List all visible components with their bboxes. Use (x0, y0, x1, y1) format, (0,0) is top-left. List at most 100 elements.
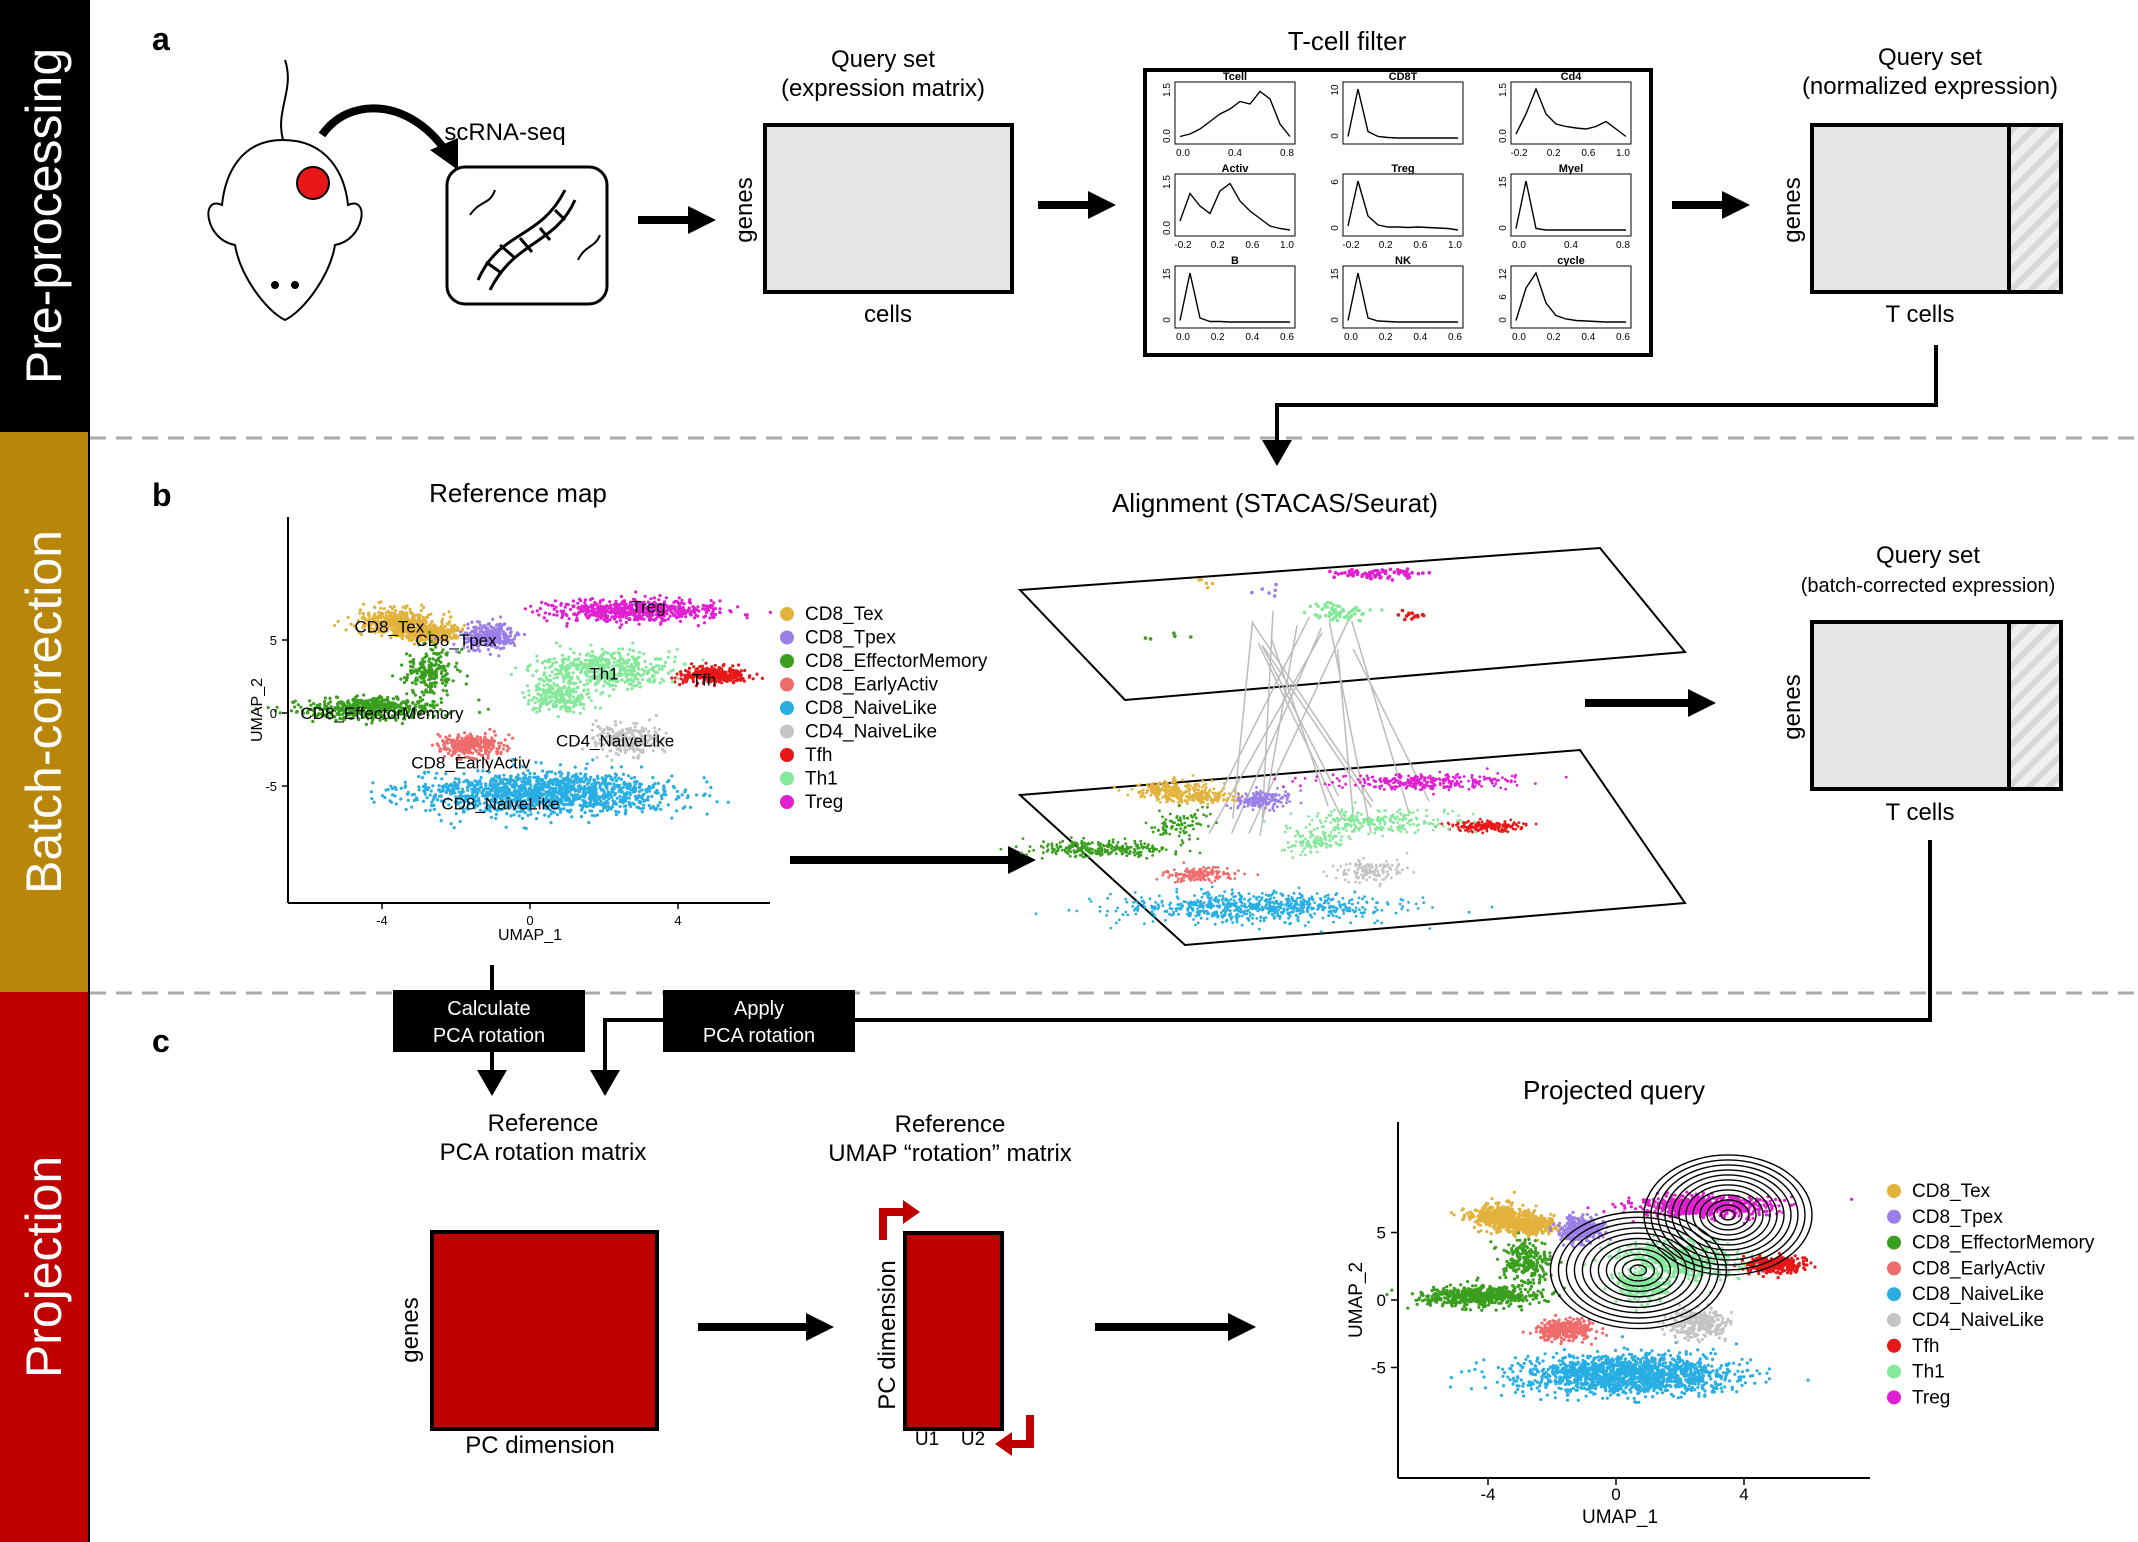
legend-label: Treg (805, 792, 843, 813)
cluster-cd8-tex (333, 600, 482, 646)
filter-ytick: 1.5 (1162, 83, 1173, 97)
filter-subplot-title: B (1231, 255, 1239, 267)
query-raw-title-line1: Query set (831, 46, 935, 73)
connector-b-to-c (603, 840, 1932, 1070)
filter-xtick: 0.0 (1344, 332, 1358, 343)
density-contour-2 (1549, 1211, 1728, 1330)
filter-ytick: 15 (1330, 268, 1341, 280)
filter-xtick: 0.6 (1245, 240, 1259, 251)
filter-ytick: 0.0 (1162, 129, 1173, 143)
apply-pca-box (663, 990, 855, 1052)
filter-subplot-title: Activ (1222, 163, 1250, 175)
filter-ytick: 0.0 (1162, 221, 1173, 235)
query-norm-title-line2: (normalized expression) (1802, 73, 2058, 100)
umap-matrix-title-line1: Reference (895, 1111, 1006, 1138)
legend-label: CD8_EffectorMemory (805, 651, 988, 672)
query-norm-matrix (1810, 123, 2011, 294)
pca-col-label: PC dimension (465, 1432, 614, 1459)
legend-item-th1: Th1 (1887, 1362, 1945, 1383)
filter-xtick: 0.4 (1245, 332, 1259, 343)
cluster-tfh (1434, 817, 1538, 835)
filter-xtick: 0.0 (1512, 240, 1526, 251)
filter-ytick: 12 (1498, 268, 1509, 280)
map-label-treg: Treg (631, 597, 665, 616)
filter-subplot-title: Myel (1559, 163, 1583, 175)
alignment-diagram (999, 546, 1687, 947)
legend-item-cd4-naivelike: CD4_NaiveLike (1887, 1310, 2044, 1331)
density-contour-1 (1643, 1154, 1813, 1276)
query-points-tfh (1396, 608, 1426, 622)
reference-map-title: Reference map (429, 478, 607, 508)
filter-subplot-cycle: cycle 0 6 12 0.0 0.2 0.4 0.6 (1498, 255, 1632, 343)
proj-xtick: 4 (1739, 1485, 1748, 1504)
filter-ytick: 0 (1162, 317, 1173, 323)
cluster-cd8-effectormemory (999, 804, 1218, 860)
query-raw-row-label: genes (731, 177, 758, 242)
filter-title: T-cell filter (1288, 26, 1407, 56)
cluster-cd4-naivelike (575, 713, 674, 762)
filter-ytick: 0.0 (1498, 129, 1509, 143)
filter-ytick: 6 (1498, 294, 1509, 300)
filter-ytick: 1.5 (1498, 83, 1509, 97)
umap-col2-label: U2 (961, 1429, 985, 1450)
filter-xtick: 0.6 (1280, 332, 1294, 343)
filter-subplot-cd8t: CD8T 0 10 (1330, 71, 1464, 145)
legend-item-cd8-tex: CD8_Tex (1887, 1181, 1991, 1202)
query-corrected-title-line2: (batch-corrected expression) (1801, 575, 2056, 597)
anchor-line (1261, 644, 1340, 797)
sidebar-band-projection (0, 992, 90, 1542)
rotate-arrow-top-icon (879, 1208, 905, 1240)
sequencer-box (445, 165, 609, 306)
pca-title-line2: PCA rotation matrix (440, 1139, 647, 1166)
legend-label: CD8_EarlyActiv (1912, 1258, 2046, 1279)
mouse-icon (207, 59, 363, 322)
alignment-title: Alignment (STACAS/Seurat) (1112, 488, 1438, 518)
anchor-line (1350, 620, 1410, 813)
sidebar-band-preprocessing (0, 0, 90, 432)
proj-xtick: -4 (1480, 1485, 1495, 1504)
filter-subplot-title: Treg (1391, 163, 1414, 175)
apply-box-line1: Apply (734, 998, 784, 1020)
filter-ytick: 0 (1330, 317, 1341, 323)
projected-title: Projected query (1523, 1075, 1705, 1105)
filter-xtick: 1.0 (1616, 148, 1630, 159)
filter-xtick: 0.4 (1413, 332, 1427, 343)
query-norm-filtered-cells (2007, 123, 2063, 294)
query-points-cd8-tex (1197, 577, 1215, 590)
filter-ytick: 0 (1498, 225, 1509, 231)
filter-subplot-title: cycle (1557, 255, 1585, 267)
map-label-cd8-tex: CD8_Tex (354, 618, 424, 637)
umap-matrix-title-line2: UMAP “rotation” matrix (828, 1140, 1072, 1167)
cluster-cd8-naivelike (369, 757, 730, 831)
cluster-cd8-tpex (433, 615, 527, 658)
legend-item-cd8-tpex: CD8_Tpex (780, 628, 896, 649)
legend-label: CD4_NaiveLike (1912, 1310, 2044, 1331)
cluster-tfh (670, 661, 765, 688)
legend-item-cd8-earlyactiv: CD8_EarlyActiv (780, 675, 939, 696)
connector-a-to-b (1275, 345, 1938, 440)
filter-ytick: 0 (1498, 317, 1509, 323)
legend-label: CD8_Tex (805, 604, 884, 625)
filter-xtick: 0.6 (1413, 240, 1427, 251)
cluster-cd8-earlyactiv (1521, 1313, 1609, 1346)
filter-xtick: 0.4 (1564, 240, 1578, 251)
cluster-treg (1273, 767, 1568, 796)
anchor-line (1328, 622, 1372, 834)
cluster-th1 (509, 641, 705, 719)
ref-ytick: -5 (265, 779, 277, 794)
query-corrected-filtered-cells (2007, 620, 2063, 791)
query-norm-row-label: genes (1779, 177, 1806, 242)
dna-icon (469, 189, 601, 291)
cluster-cd8-tex (1449, 1190, 1586, 1242)
filter-ytick: 10 (1330, 84, 1341, 96)
calc-box-line1: Calculate (447, 998, 530, 1020)
filter-xtick: 0.0 (1512, 332, 1526, 343)
query-norm-col-label: T cells (1886, 301, 1955, 328)
query-points-cd8-tpex (1250, 582, 1278, 598)
filter-xtick: -0.2 (1174, 240, 1192, 251)
query-corrected-matrix (1810, 620, 2011, 791)
filter-xtick: 0.2 (1211, 240, 1225, 251)
cluster-cd8-naivelike (1448, 1335, 1810, 1404)
anchor-line (1217, 616, 1311, 799)
anchor-line (1232, 620, 1254, 819)
